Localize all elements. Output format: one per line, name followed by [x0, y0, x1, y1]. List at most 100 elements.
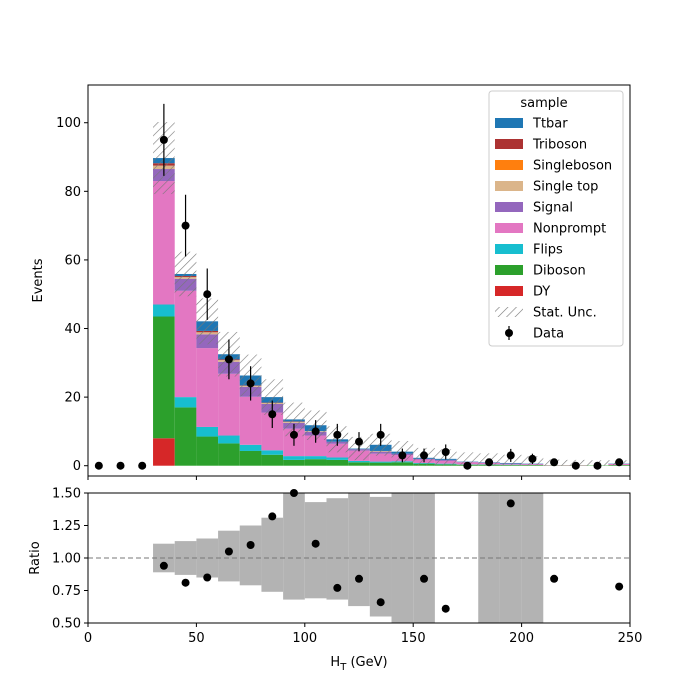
bottom-panel: 0.50 0.75 1.00 1.25 1.50 0 50 100 150 200 250 Rat…: [28, 487, 642, 674]
legend-swatch-diboson: [495, 265, 523, 275]
legend-swatch-signal: [495, 202, 523, 212]
legend-swatch-ttbar: [495, 118, 523, 128]
ratio-point: [159, 561, 168, 570]
top-y-tick-label: 0: [73, 459, 81, 474]
bar-flips: [153, 304, 175, 317]
legend: sample Ttbar Triboson Singleboson Single top…: [488, 90, 624, 347]
top-y-axis-label: Events: [31, 258, 46, 302]
ratio-band-segment: [261, 517, 284, 592]
stat-unc-band: [261, 379, 284, 415]
legend-label-singleboson: Singleboson: [533, 159, 612, 174]
bar-nonprompt: [369, 453, 392, 462]
legend-title: sample: [520, 96, 567, 111]
bar-flips: [304, 456, 327, 460]
legend-label-diboson: Diboson: [533, 264, 586, 279]
data-point: [116, 461, 125, 470]
top-panel: 0 20 40 60 80 100 Events sample Ttbar Triboson S…: [31, 84, 631, 480]
data-point: [615, 458, 624, 467]
bar-nonprompt: [239, 396, 262, 445]
bar-diboson: [391, 462, 414, 466]
bar-diboson: [326, 459, 349, 466]
ratio-band-segment: [304, 502, 327, 599]
bar-nonprompt: [174, 290, 197, 398]
data-point: [441, 447, 450, 456]
bar-nonprompt: [153, 181, 175, 305]
ratio-band-segment: [218, 530, 240, 582]
bottom-y-ticks: 0.50 0.75 1.00 1.25 1.50: [52, 487, 88, 632]
bar-diboson: [304, 459, 327, 466]
bar-flips: [348, 460, 370, 463]
data-points: [94, 103, 624, 470]
ratio-point: [615, 582, 624, 591]
ratio-point: [333, 583, 342, 592]
legend-label-signal: Signal: [533, 201, 573, 216]
ratio-band-segment: [196, 538, 219, 578]
ratio-point: [355, 574, 363, 583]
bar-diboson: [261, 454, 284, 466]
bar-dy: [153, 438, 175, 466]
stat-unc-band: [283, 402, 305, 437]
data-point: [224, 355, 233, 364]
ratio-point: [246, 541, 255, 549]
bottom-y-tick-label: 0.75: [52, 584, 81, 599]
stat-unc-band: [456, 452, 479, 466]
bar-diboson: [196, 436, 219, 466]
data-point: [138, 461, 147, 470]
top-axes-frame: [87, 84, 631, 477]
data-point: [550, 458, 559, 467]
bottom-x-tick-label: 250: [618, 631, 643, 646]
ratio-uncertainty-band: [153, 493, 544, 623]
ratio-band-segment: [283, 493, 305, 600]
bottom-x-tick-label: 100: [292, 631, 317, 646]
x-axis-label-main: H: [330, 655, 340, 670]
legend-label-single-top: Single top: [533, 180, 598, 195]
x-axis-label-unit: (GeV): [346, 655, 387, 670]
legend-swatch-flips: [495, 244, 523, 254]
top-y-tick-label: 60: [64, 253, 81, 268]
top-y-tick-label: 100: [56, 116, 81, 131]
stat-unc-band: [196, 298, 219, 345]
legend-swatch-single-top: [495, 181, 523, 191]
data-point: [268, 410, 277, 419]
legend-label-nonprompt: Nonprompt: [533, 222, 606, 237]
legend-label-ttbar: Ttbar: [532, 117, 568, 132]
ratio-band-segment: [499, 493, 522, 623]
bar-diboson: [218, 443, 240, 466]
bar-nonprompt: [304, 435, 327, 457]
data-point: [94, 461, 103, 470]
bar-flips: [174, 397, 197, 408]
bar-diboson: [153, 316, 175, 439]
data-point: [420, 451, 429, 460]
bar-flips: [283, 456, 305, 460]
stat-unc-band: [174, 251, 197, 297]
bar-nonprompt: [218, 373, 240, 436]
data-point: [203, 290, 212, 299]
bottom-y-tick-label: 1.50: [52, 487, 81, 502]
bar-flips: [369, 461, 392, 463]
ratio-band-segment: [369, 496, 392, 617]
data-point: [398, 451, 407, 460]
legend-label-data: Data: [533, 327, 564, 342]
bar-flips: [326, 457, 349, 460]
bar-flips: [261, 450, 284, 455]
x-axis-label-subscript: T: [339, 662, 347, 673]
legend-swatch-data: [505, 329, 513, 337]
bottom-x-tick-label: 50: [188, 631, 205, 646]
x-axis-label: HT (GeV): [330, 655, 387, 673]
data-point: [289, 430, 298, 439]
bottom-x-ticks: 0 50 100 150 200 250: [84, 623, 643, 646]
top-y-tick-label: 80: [64, 185, 81, 200]
bottom-y-tick-label: 0.50: [52, 617, 81, 632]
data-point: [528, 454, 537, 463]
top-x-ticks: [87, 476, 631, 480]
data-point: [571, 461, 580, 470]
legend-swatch-dy: [495, 286, 523, 296]
legend-swatch-singleboson: [495, 160, 523, 170]
bar-nonprompt: [261, 412, 284, 451]
data-point: [355, 437, 363, 446]
ratio-band-segment: [239, 525, 262, 586]
stacked-bars: [153, 158, 630, 466]
data-point: [246, 379, 255, 388]
ratio-point: [181, 578, 190, 587]
